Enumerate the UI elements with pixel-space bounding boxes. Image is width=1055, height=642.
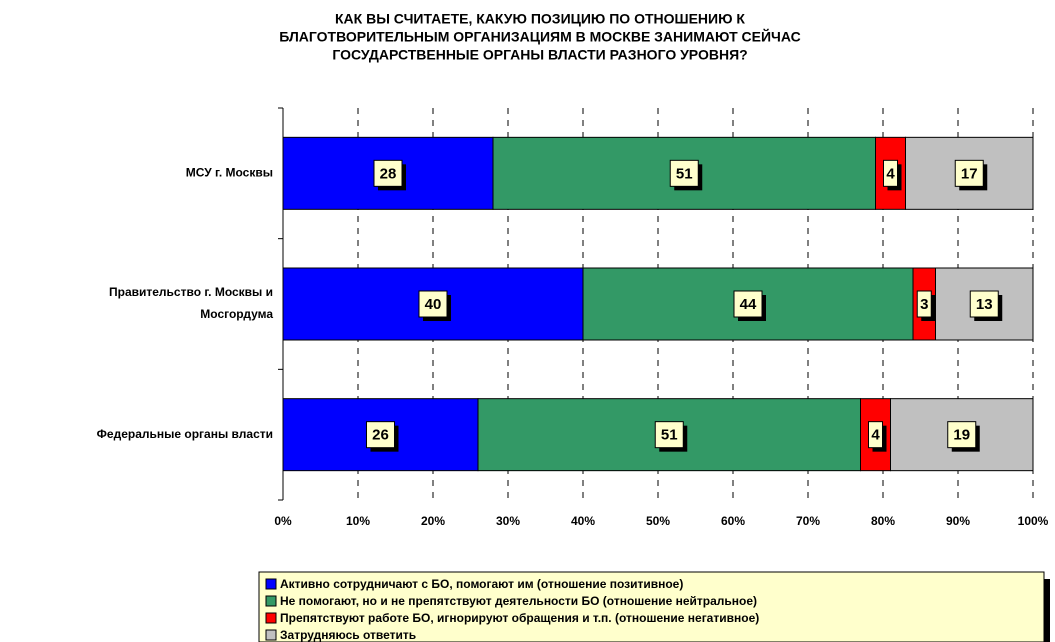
y-tick-label: Мосгордума (200, 307, 273, 321)
value-label-box (366, 421, 395, 449)
value-label: 4 (886, 165, 895, 182)
value-label: 40 (425, 296, 442, 313)
value-label: 3 (920, 296, 928, 313)
value-label-box (954, 159, 984, 187)
x-tick-label: 70% (796, 514, 820, 528)
legend-label: Не помогают, но и не препятствуют деятел… (280, 594, 757, 608)
legend-label: Препятствуют работе БО, игнорируют обращ… (280, 611, 759, 625)
y-tick-label: МСУ г. Москвы (186, 166, 273, 180)
value-label-box (669, 159, 699, 187)
value-label-box (883, 159, 898, 187)
y-tick-label: Правительство г. Москвы и (109, 285, 273, 299)
chart-title: ГОСУДАРСТВЕННЫЕ ОРГАНЫ ВЛАСТИ РАЗНОГО УР… (332, 47, 747, 63)
value-label: 19 (953, 427, 970, 444)
x-tick-label: 30% (496, 514, 520, 528)
value-label-box (969, 290, 999, 318)
value-label: 13 (976, 296, 993, 313)
x-tick-label: 20% (421, 514, 445, 528)
value-label-box (654, 421, 684, 449)
value-label: 4 (871, 427, 880, 444)
chart-title: КАК ВЫ СЧИТАЕТЕ, КАКУЮ ПОЗИЦИЮ ПО ОТНОШЕ… (335, 11, 745, 27)
value-label-box (947, 421, 977, 449)
x-tick-label: 100% (1018, 514, 1049, 528)
legend-swatch (265, 578, 277, 590)
x-tick-label: 40% (571, 514, 595, 528)
x-tick-label: 10% (346, 514, 370, 528)
x-tick-label: 0% (274, 514, 292, 528)
legend-box (258, 571, 1045, 642)
legend-label: Активно сотрудничают с БО, помогают им (… (280, 577, 683, 591)
value-label-box (916, 290, 932, 318)
legend-label: Затрудняюсь ответить (280, 628, 416, 642)
legend-swatch (265, 629, 277, 641)
value-label: 44 (740, 296, 757, 313)
value-label-box (868, 421, 883, 449)
x-tick-label: 80% (871, 514, 895, 528)
bar-segment (282, 267, 584, 341)
value-label: 26 (372, 427, 389, 444)
value-label-box (733, 290, 763, 318)
legend-swatch (265, 595, 277, 607)
value-label: 28 (380, 165, 397, 182)
value-label-box (418, 290, 448, 318)
value-label-box (373, 159, 403, 187)
value-label: 17 (961, 165, 978, 182)
y-tick-label: Федеральные органы власти (97, 427, 273, 441)
x-tick-label: 60% (721, 514, 745, 528)
value-label: 51 (676, 165, 693, 182)
legend-swatch (265, 612, 277, 624)
x-tick-label: 50% (646, 514, 670, 528)
x-tick-label: 90% (946, 514, 970, 528)
chart-title: БЛАГОТВОРИТЕЛЬНЫМ ОРГАНИЗАЦИЯМ В МОСКВЕ … (279, 28, 801, 45)
value-label: 51 (661, 427, 678, 444)
